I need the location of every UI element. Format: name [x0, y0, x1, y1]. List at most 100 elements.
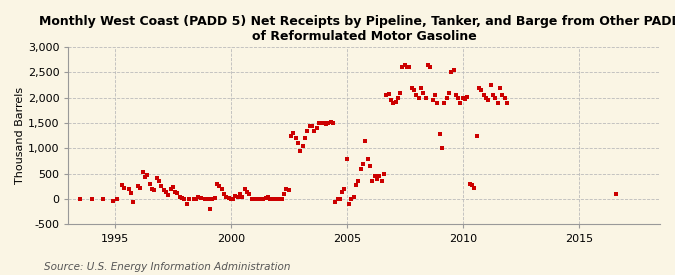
Point [404, 65, 415, 69]
Point [334, 197, 345, 201]
Point [453, 95, 464, 100]
Point [483, 98, 493, 102]
Point [376, 179, 387, 183]
Point [75, 197, 86, 201]
Point [216, 187, 227, 191]
Point [225, 197, 236, 201]
Point [448, 68, 459, 72]
Point [293, 141, 304, 145]
Point [385, 98, 396, 102]
Point [300, 136, 310, 141]
Point [490, 95, 501, 100]
Point [219, 192, 230, 196]
Point [142, 173, 153, 177]
Point [318, 121, 329, 125]
Point [256, 197, 267, 201]
Point [209, 196, 220, 200]
Point [476, 88, 487, 92]
Point [392, 95, 403, 100]
Point [182, 202, 192, 206]
Point [427, 98, 438, 102]
Point [246, 196, 257, 201]
Point [364, 164, 375, 168]
Point [237, 194, 248, 199]
Point [437, 146, 448, 151]
Point [413, 95, 424, 100]
Point [353, 179, 364, 183]
Point [348, 194, 359, 199]
Point [172, 191, 183, 195]
Point [418, 90, 429, 95]
Point [153, 179, 164, 183]
Point [469, 186, 480, 190]
Point [163, 193, 173, 197]
Point [390, 100, 401, 104]
Point [450, 93, 461, 97]
Point [429, 93, 440, 97]
Point [325, 120, 336, 124]
Point [211, 182, 222, 186]
Point [132, 184, 143, 188]
Point [188, 197, 199, 201]
Point [151, 176, 162, 180]
Point [177, 196, 188, 200]
Point [137, 170, 148, 174]
Point [323, 121, 333, 125]
Point [253, 197, 264, 201]
Point [124, 187, 134, 191]
Point [330, 199, 341, 204]
Point [369, 174, 380, 178]
Point [471, 133, 482, 138]
Point [98, 197, 109, 201]
Point [337, 189, 348, 194]
Point [342, 156, 352, 161]
Title: Monthly West Coast (PADD 5) Net Receipts by Pipeline, Tanker, and Barge from Oth: Monthly West Coast (PADD 5) Net Receipts… [39, 15, 675, 43]
Point [481, 95, 491, 100]
Point [425, 65, 436, 69]
Point [167, 185, 178, 189]
Point [288, 131, 299, 135]
Point [462, 95, 473, 99]
Point [205, 207, 215, 211]
Point [135, 186, 146, 190]
Point [367, 179, 378, 183]
Point [140, 175, 151, 179]
Point [207, 197, 217, 201]
Point [302, 128, 313, 133]
Point [286, 133, 296, 138]
Point [416, 85, 427, 90]
Point [107, 199, 118, 203]
Point [487, 93, 498, 97]
Point [500, 95, 510, 100]
Point [464, 182, 475, 186]
Point [441, 95, 452, 100]
Point [274, 197, 285, 201]
Point [230, 194, 241, 198]
Point [311, 126, 322, 130]
Point [214, 184, 225, 189]
Point [479, 93, 489, 97]
Point [374, 174, 385, 178]
Point [86, 197, 97, 201]
Point [610, 192, 621, 196]
Point [306, 123, 317, 128]
Point [485, 83, 496, 87]
Point [161, 189, 171, 194]
Point [474, 85, 485, 90]
Point [227, 197, 238, 201]
Point [251, 197, 262, 201]
Point [179, 197, 190, 201]
Point [146, 187, 157, 191]
Point [443, 90, 454, 95]
Point [332, 197, 343, 201]
Point [284, 188, 294, 192]
Point [408, 88, 419, 92]
Point [267, 197, 278, 201]
Point [169, 189, 180, 194]
Point [195, 196, 206, 200]
Point [149, 188, 160, 192]
Point [112, 197, 123, 201]
Point [402, 65, 412, 69]
Point [295, 149, 306, 153]
Point [165, 187, 176, 191]
